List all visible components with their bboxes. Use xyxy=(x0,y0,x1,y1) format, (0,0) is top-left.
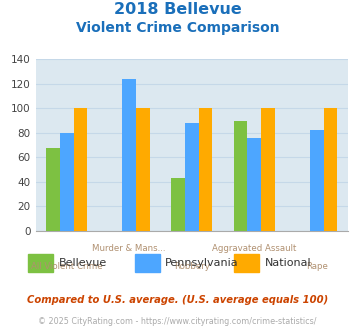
Text: Pennsylvania: Pennsylvania xyxy=(165,258,239,268)
Bar xyxy=(310,130,323,231)
Text: Violent Crime Comparison: Violent Crime Comparison xyxy=(76,21,279,35)
Text: All Violent Crime: All Violent Crime xyxy=(31,262,103,271)
Text: © 2025 CityRating.com - https://www.cityrating.com/crime-statistics/: © 2025 CityRating.com - https://www.city… xyxy=(38,317,317,326)
Bar xyxy=(247,138,261,231)
Bar xyxy=(234,121,247,231)
Text: National: National xyxy=(264,258,311,268)
Bar xyxy=(323,109,337,231)
Bar xyxy=(261,109,275,231)
Text: Murder & Mans...: Murder & Mans... xyxy=(92,244,166,253)
Bar xyxy=(198,109,212,231)
Bar xyxy=(46,148,60,231)
Text: Rape: Rape xyxy=(306,262,328,271)
Text: 2018 Bellevue: 2018 Bellevue xyxy=(114,2,241,16)
Bar xyxy=(122,79,136,231)
Bar xyxy=(73,109,87,231)
Bar xyxy=(136,109,150,231)
Bar xyxy=(171,178,185,231)
Text: Compared to U.S. average. (U.S. average equals 100): Compared to U.S. average. (U.S. average … xyxy=(27,295,328,305)
Bar xyxy=(185,123,198,231)
Bar xyxy=(60,133,73,231)
Text: Robbery: Robbery xyxy=(174,262,210,271)
Text: Aggravated Assault: Aggravated Assault xyxy=(212,244,296,253)
Text: Bellevue: Bellevue xyxy=(59,258,107,268)
